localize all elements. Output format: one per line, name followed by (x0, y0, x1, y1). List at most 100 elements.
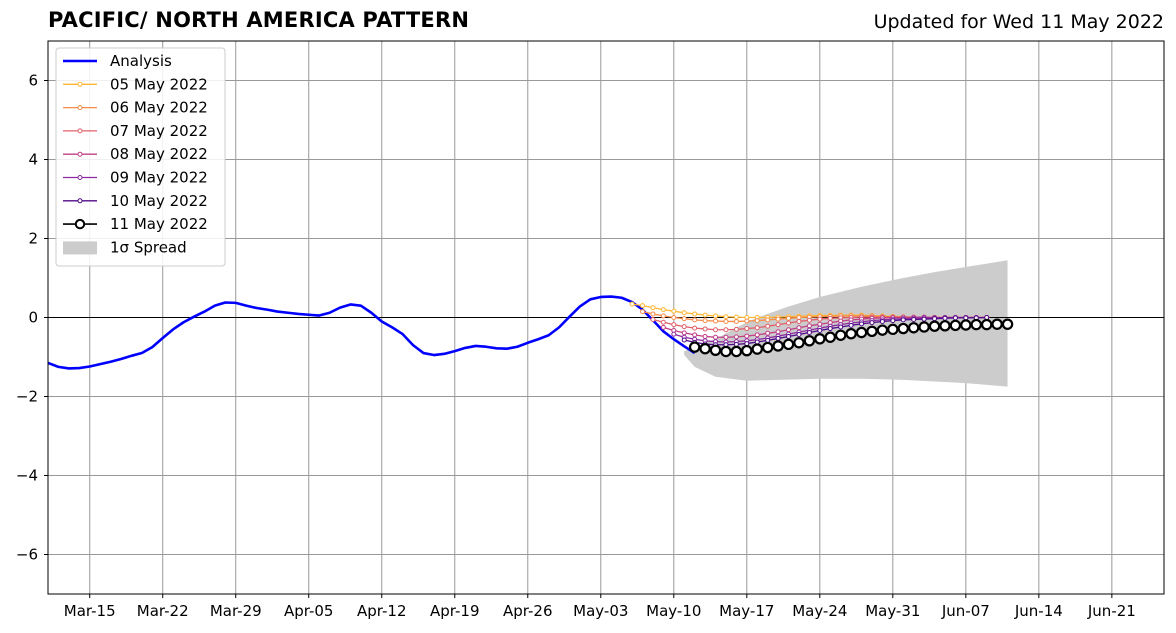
forecast-point (848, 322, 854, 328)
y-axis: −6 −4 −2 0 2 4 6 (16, 72, 48, 564)
y-tick-label: −2 (16, 388, 38, 406)
latest-forecast-point (918, 321, 930, 333)
forecast-point (859, 321, 865, 327)
latest-forecast-series (688, 318, 1014, 358)
latest-forecast-point (928, 320, 941, 332)
legend-label: 10 May 2022 (110, 192, 208, 210)
latest-forecast-point (772, 340, 784, 352)
legend-swatch (63, 241, 97, 255)
forecast-point (775, 329, 781, 335)
forecast-point (650, 316, 656, 322)
forecast-point (681, 324, 687, 330)
latest-forecast-point (970, 318, 982, 331)
latest-forecast-point (720, 345, 732, 358)
forecast-point (827, 315, 833, 321)
latest-forecast-point (949, 319, 962, 332)
forecast-point (723, 314, 729, 320)
forecast-point (692, 325, 698, 331)
legend-entry: 05 May 2022 (63, 75, 208, 93)
forecast-point (765, 330, 771, 336)
forecast-point (963, 315, 969, 321)
latest-forecast-point (699, 343, 711, 355)
forecast-point (733, 326, 739, 332)
legend-label: 09 May 2022 (110, 169, 208, 187)
forecast-point (660, 313, 666, 319)
forecast-point (806, 317, 812, 323)
forecast-point (640, 309, 646, 315)
forecast-point (765, 337, 771, 343)
forecast-point (806, 323, 812, 329)
forecast-point (775, 322, 781, 328)
forecast-point (733, 334, 739, 340)
y-tick-label: 2 (28, 230, 38, 248)
latest-forecast-point (709, 344, 722, 356)
legend-entry: 08 May 2022 (63, 145, 208, 163)
legend-marker (77, 105, 83, 111)
x-tick-label: Jun-14 (1014, 602, 1063, 620)
latest-forecast-point (803, 335, 816, 347)
legend-label: Analysis (110, 52, 172, 70)
x-tick-label: Mar-29 (210, 602, 262, 620)
latest-forecast-point (991, 318, 1003, 330)
x-tick-label: Jun-07 (941, 602, 990, 620)
legend-entry: 09 May 2022 (63, 169, 208, 187)
forecast-point (869, 320, 875, 326)
legend-label: 06 May 2022 (110, 99, 208, 117)
forecast-point (671, 322, 677, 328)
forecast-point (786, 327, 792, 333)
latest-forecast-point (824, 331, 836, 343)
x-tick-label: Apr-19 (430, 602, 480, 620)
analysis-line (47, 295, 696, 370)
forecast-point (786, 333, 792, 339)
updated-date: Updated for Wed 11 May 2022 (873, 11, 1164, 33)
x-tick-label: May-17 (719, 602, 774, 620)
legend-marker (77, 198, 83, 204)
latest-forecast-point (845, 327, 857, 340)
latest-forecast-point (730, 345, 743, 358)
y-tick-label: −4 (16, 467, 38, 485)
forecast-point (879, 318, 885, 324)
forecast-point (640, 303, 646, 309)
latest-forecast-point (907, 322, 920, 334)
latest-forecast-point (834, 329, 847, 341)
forecast-point (733, 314, 739, 320)
forecast-point (775, 335, 781, 341)
legend-entry: 10 May 2022 (63, 192, 208, 210)
forecast-point (827, 326, 833, 332)
latest-forecast-point (741, 344, 753, 357)
legend-label: 08 May 2022 (110, 145, 208, 163)
forecast-point (744, 341, 750, 347)
forecast-point (796, 331, 802, 337)
forecast-point (796, 315, 802, 320)
latest-forecast-point (782, 338, 795, 351)
forecast-point (796, 325, 802, 331)
x-tick-label: Mar-15 (64, 602, 116, 620)
forecast-point (817, 316, 823, 322)
forecast-point (911, 316, 917, 322)
latest-forecast-point (688, 341, 701, 353)
forecast-point (692, 311, 698, 317)
y-tick-label: 0 (28, 309, 38, 327)
x-tick-label: May-24 (792, 602, 847, 620)
legend-marker (77, 175, 83, 180)
forecast-point (681, 337, 687, 343)
forecast-point (786, 315, 792, 321)
forecast-point (754, 325, 760, 331)
latest-forecast-point (814, 333, 826, 345)
x-tick-label: Apr-12 (357, 602, 407, 620)
forecast-point (838, 324, 844, 330)
forecast-point (754, 318, 760, 324)
legend-label: 05 May 2022 (110, 75, 208, 93)
y-tick-label: 6 (28, 72, 38, 90)
latest-forecast-point (793, 337, 805, 349)
latest-forecast-point (887, 323, 899, 336)
forecast-point (713, 313, 719, 319)
legend: Analysis 05 May 2022 06 May 2022 07 May 202… (55, 47, 226, 267)
x-tick-label: Apr-05 (284, 602, 334, 620)
latest-forecast-point (866, 325, 878, 338)
forecast-point (921, 316, 927, 322)
forecast-point (671, 331, 677, 337)
forecast-point (754, 332, 760, 338)
forecast-point (660, 319, 666, 325)
forecast-point (671, 308, 677, 314)
